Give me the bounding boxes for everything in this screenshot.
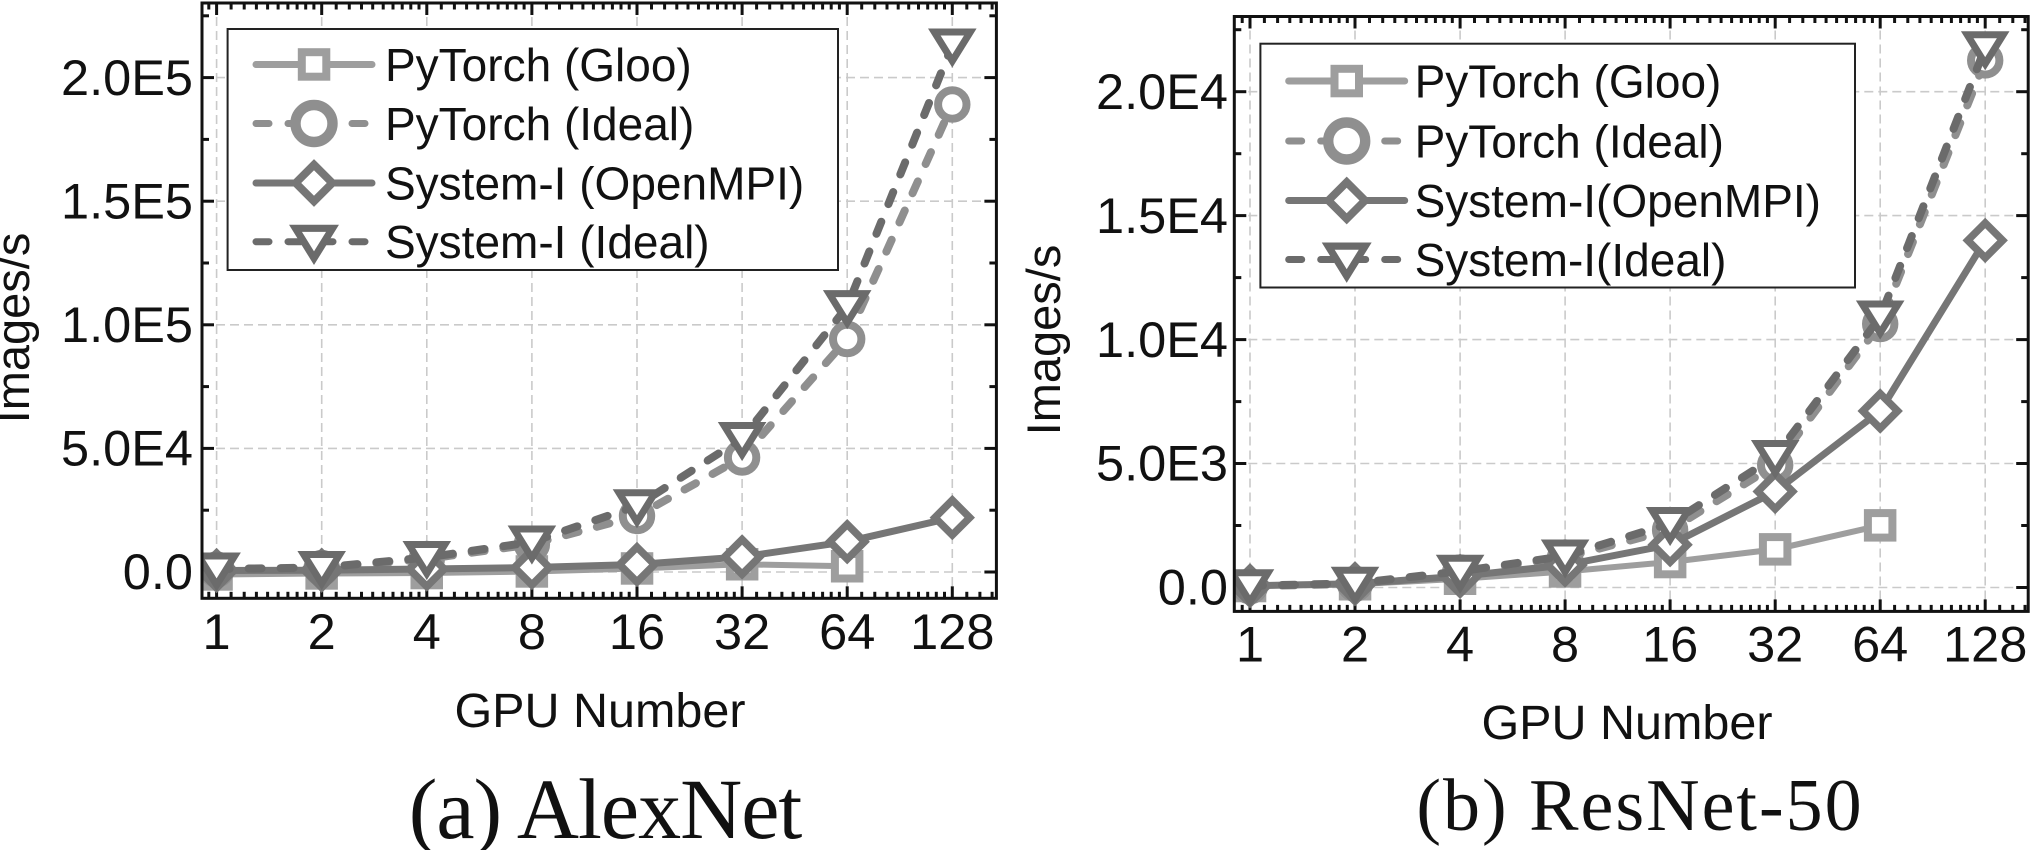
svg-text:System-I (Ideal): System-I (Ideal) — [385, 216, 710, 268]
svg-text:8: 8 — [1551, 616, 1579, 673]
svg-text:(a) AlexNet: (a) AlexNet — [409, 761, 803, 850]
svg-text:32: 32 — [1747, 616, 1803, 673]
svg-text:0.0: 0.0 — [1158, 559, 1228, 616]
svg-text:1.5E4: 1.5E4 — [1096, 187, 1228, 244]
svg-text:System-I (OpenMPI): System-I (OpenMPI) — [385, 158, 804, 210]
svg-text:(b) ResNet-50: (b) ResNet-50 — [1416, 765, 1863, 847]
svg-text:4: 4 — [1446, 616, 1474, 673]
svg-text:5.0E3: 5.0E3 — [1096, 435, 1228, 492]
svg-text:64: 64 — [819, 603, 875, 660]
svg-text:1.0E5: 1.0E5 — [61, 296, 193, 353]
svg-text:System-I(OpenMPI): System-I(OpenMPI) — [1415, 175, 1821, 227]
svg-text:64: 64 — [1852, 616, 1908, 673]
svg-text:128: 128 — [1943, 616, 2027, 673]
svg-text:1: 1 — [203, 603, 231, 660]
svg-text:GPU Number: GPU Number — [454, 684, 745, 738]
svg-text:2.0E4: 2.0E4 — [1096, 63, 1228, 120]
svg-text:32: 32 — [714, 603, 770, 660]
svg-text:PyTorch (Gloo): PyTorch (Gloo) — [1415, 56, 1722, 108]
svg-text:5.0E4: 5.0E4 — [61, 420, 193, 477]
svg-text:0.0: 0.0 — [123, 543, 193, 600]
svg-text:GPU Number: GPU Number — [1481, 696, 1772, 750]
svg-text:128: 128 — [910, 603, 994, 660]
svg-text:Images/s: Images/s — [0, 233, 39, 424]
svg-text:System-I(Ideal): System-I(Ideal) — [1415, 234, 1727, 286]
svg-text:1.0E4: 1.0E4 — [1096, 311, 1228, 368]
svg-text:Images/s: Images/s — [1017, 245, 1070, 436]
svg-text:PyTorch (Ideal): PyTorch (Ideal) — [385, 98, 694, 150]
svg-text:2: 2 — [1341, 616, 1369, 673]
svg-text:16: 16 — [1642, 616, 1698, 673]
svg-text:1: 1 — [1236, 616, 1264, 673]
svg-text:PyTorch (Gloo): PyTorch (Gloo) — [385, 39, 692, 91]
svg-text:1.5E5: 1.5E5 — [61, 172, 193, 229]
svg-text:2.0E5: 2.0E5 — [61, 49, 193, 106]
svg-text:PyTorch (Ideal): PyTorch (Ideal) — [1415, 116, 1724, 168]
svg-text:16: 16 — [609, 603, 665, 660]
svg-text:4: 4 — [413, 603, 441, 660]
svg-text:8: 8 — [518, 603, 546, 660]
svg-text:2: 2 — [308, 603, 336, 660]
